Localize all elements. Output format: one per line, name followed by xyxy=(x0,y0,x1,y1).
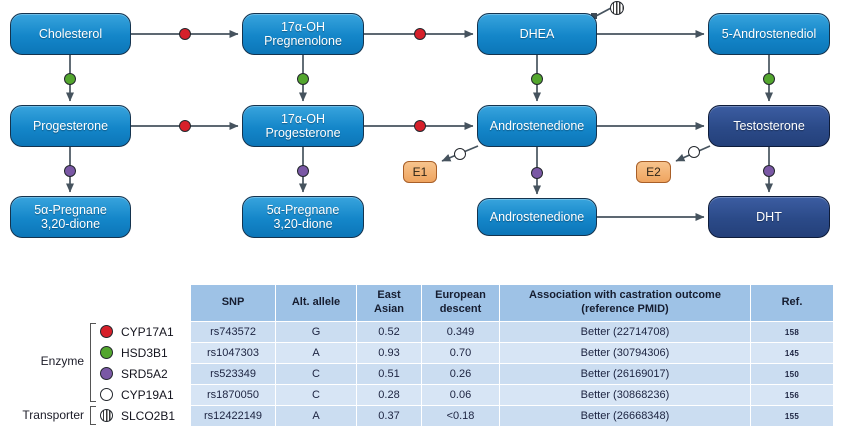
node-progesterone: Progesterone xyxy=(10,105,131,147)
cell-alt-allele: A xyxy=(275,405,357,427)
cyp19a1-marker-icon xyxy=(454,148,466,160)
cell-ref: 158 xyxy=(750,321,834,343)
cell-association: Better (26169017) xyxy=(499,363,751,385)
legend-entry-cyp19a1: CYP19A1 xyxy=(100,384,174,405)
cyp17a1-marker-icon xyxy=(179,120,191,132)
node-testosterone: Testosterone xyxy=(708,105,830,147)
legend-entry-srd5a2: SRD5A2 xyxy=(100,363,168,384)
cell-european-descent: 0.06 xyxy=(421,384,500,406)
cell-snp: rs743572 xyxy=(190,321,276,343)
hsd3b1-marker-icon xyxy=(100,346,113,359)
cell-european-descent: 0.349 xyxy=(421,321,500,343)
enzyme-bracket xyxy=(90,323,96,402)
node-dhea: DHEA xyxy=(477,13,597,55)
hsd3b1-marker-icon xyxy=(64,73,76,85)
node-androstenedione-lower: Androstenedione xyxy=(477,198,597,236)
node-17a-oh-pregnenolone: 17α-OH Pregnenolone xyxy=(242,13,364,55)
gene-label: SLCO2B1 xyxy=(121,408,176,423)
node-androstenedione: Androstenedione xyxy=(477,105,597,147)
cell-snp: rs1047303 xyxy=(190,342,276,364)
legend-entry-cyp17a1: CYP17A1 xyxy=(100,321,174,342)
srd5a2-marker-icon xyxy=(531,167,543,179)
node-17a-oh-progesterone: 17α-OH Progesterone xyxy=(242,105,364,147)
cell-alt-allele: C xyxy=(275,384,357,406)
cyp17a1-marker-icon xyxy=(100,325,113,338)
srd5a2-marker-icon xyxy=(297,165,309,177)
cell-east-asian: 0.51 xyxy=(356,363,422,385)
col-header-east-asian: East Asian xyxy=(356,284,422,322)
cyp17a1-marker-icon xyxy=(414,28,426,40)
cell-ref: 150 xyxy=(750,363,834,385)
cell-ref: 156 xyxy=(750,384,834,406)
cell-association: Better (30868236) xyxy=(499,384,751,406)
srd5a2-marker-icon xyxy=(763,165,775,177)
cell-snp: rs1870050 xyxy=(190,384,276,406)
col-header-association: Association with castration outcome (ref… xyxy=(499,284,751,322)
table-row: rs523349 C 0.51 0.26 Better (26169017) 1… xyxy=(190,363,834,385)
gene-label: CYP17A1 xyxy=(121,324,174,339)
node-5-androstenediol: 5-Androstenediol xyxy=(708,13,830,55)
cell-east-asian: 0.52 xyxy=(356,321,422,343)
legend-entry-slco2b1: SLCO2B1 xyxy=(100,405,175,426)
node-cholesterol: Cholesterol xyxy=(10,13,131,55)
cell-east-asian: 0.93 xyxy=(356,342,422,364)
table-row: rs1047303 A 0.93 0.70 Better (30794306) … xyxy=(190,342,834,364)
table-row: rs743572 G 0.52 0.349 Better (22714708) … xyxy=(190,321,834,343)
node-dht: DHT xyxy=(708,196,830,238)
node-5a-pregnane-dione-left: 5α-Pregnane 3,20-dione xyxy=(10,196,131,238)
transporter-stem xyxy=(595,7,612,17)
node-e1: E1 xyxy=(403,161,437,183)
node-5a-pregnane-dione-mid: 5α-Pregnane 3,20-dione xyxy=(242,196,364,238)
col-header-snp: SNP xyxy=(190,284,276,322)
cell-alt-allele: A xyxy=(275,342,357,364)
transporter-anchor xyxy=(591,13,597,19)
cell-european-descent: 0.26 xyxy=(421,363,500,385)
cell-association: Better (22714708) xyxy=(499,321,751,343)
col-header-european-descent: European descent xyxy=(421,284,500,322)
hsd3b1-marker-icon xyxy=(297,73,309,85)
slco2b1-marker-icon xyxy=(610,1,624,15)
table-row: rs12422149 A 0.37 <0.18 Better (26668348… xyxy=(190,405,834,427)
slco2b1-marker-icon xyxy=(100,409,113,422)
cell-european-descent: <0.18 xyxy=(421,405,500,427)
table-row: rs1870050 C 0.28 0.06 Better (30868236) … xyxy=(190,384,834,406)
cell-alt-allele: G xyxy=(275,321,357,343)
cell-snp: rs523349 xyxy=(190,363,276,385)
gene-label: CYP19A1 xyxy=(121,387,174,402)
col-header-alt-allele: Alt. allele xyxy=(275,284,357,322)
node-e2: E2 xyxy=(636,161,671,183)
cell-east-asian: 0.28 xyxy=(356,384,422,406)
srd5a2-marker-icon xyxy=(64,165,76,177)
snp-table: SNP Alt. allele East Asian European desc… xyxy=(190,284,834,427)
legend-group-enzyme: Enzyme xyxy=(40,354,84,368)
transporter-bracket xyxy=(90,406,96,425)
legend-group-transporter: Transporter xyxy=(22,408,84,422)
cyp19a1-marker-icon xyxy=(100,388,113,401)
cyp17a1-marker-icon xyxy=(179,28,191,40)
cell-ref: 145 xyxy=(750,342,834,364)
cyp19a1-marker-icon xyxy=(688,146,700,158)
cyp17a1-marker-icon xyxy=(414,120,426,132)
cell-association: Better (26668348) xyxy=(499,405,751,427)
cell-european-descent: 0.70 xyxy=(421,342,500,364)
gene-label: SRD5A2 xyxy=(121,366,168,381)
gene-label: HSD3B1 xyxy=(121,345,168,360)
table-header-row: SNP Alt. allele East Asian European desc… xyxy=(190,284,834,322)
legend-entry-hsd3b1: HSD3B1 xyxy=(100,342,168,363)
cell-snp: rs12422149 xyxy=(190,405,276,427)
cell-alt-allele: C xyxy=(275,363,357,385)
cell-ref: 155 xyxy=(750,405,834,427)
hsd3b1-marker-icon xyxy=(763,73,775,85)
srd5a2-marker-icon xyxy=(100,367,113,380)
col-header-ref: Ref. xyxy=(750,284,834,322)
cell-association: Better (30794306) xyxy=(499,342,751,364)
hsd3b1-marker-icon xyxy=(531,73,543,85)
cell-east-asian: 0.37 xyxy=(356,405,422,427)
